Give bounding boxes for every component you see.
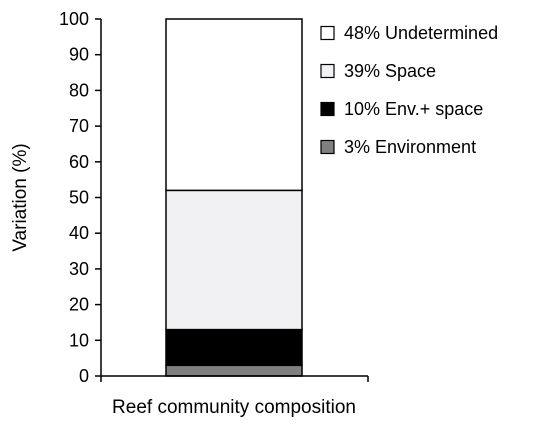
legend-label: 3% Environment [344,137,476,157]
y-axis-title: Variation (%) [10,143,31,251]
bar-segment-1 [165,364,303,377]
legend-swatch [320,101,335,117]
y-tick-label: 30 [69,259,89,279]
y-tick-label: 20 [69,295,89,315]
legend-swatch [320,139,335,155]
y-axis-ticks: 0 10 20 30 40 50 60 70 80 90 100 [59,9,369,386]
legend: 48% Undetermined 39% Space 10% Env.+ space… [320,23,498,157]
y-tick-label: 90 [69,45,89,65]
legend-label: 39% Space [344,61,436,81]
y-tick-label: 10 [69,330,89,350]
y-tick-label: 40 [69,223,89,243]
bar-segment-2 [165,328,303,367]
y-tick-label: 100 [59,9,89,29]
legend-swatch [320,63,335,79]
y-tick-label: 80 [69,80,89,100]
bar-segment-3 [165,189,303,331]
legend-swatch [320,25,335,41]
y-tick-label: 0 [79,366,89,386]
y-tick-label: 50 [69,188,89,208]
legend-label: 48% Undetermined [344,23,498,43]
y-tick-label: 70 [69,116,89,136]
y-tick-label: 60 [69,152,89,172]
bars-layer [165,18,303,377]
bar-segment-4 [165,18,303,192]
legend-label: 10% Env.+ space [344,99,483,119]
x-axis-title: Reef community composition [112,397,356,418]
